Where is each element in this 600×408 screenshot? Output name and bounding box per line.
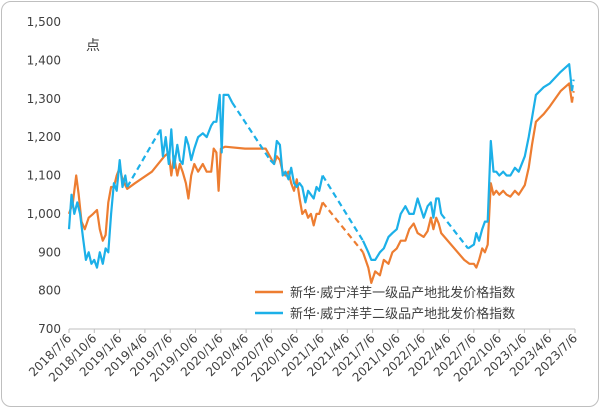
series-2-estimated-segment	[126, 128, 162, 188]
y-tick-label: 800	[38, 284, 61, 298]
y-tick-label: 700	[38, 322, 61, 336]
series-1-line	[361, 82, 574, 284]
y-tick-label: 1,200	[27, 130, 61, 144]
y-tick-label: 1,400	[27, 53, 61, 67]
series-2-line	[159, 93, 234, 169]
y-tick-label: 900	[38, 245, 61, 259]
series-2-estimated-segment	[321, 174, 364, 242]
legend: 新华·威宁洋芋一级品产地批发价格指数 新华·威宁洋芋二级品产地批发价格指数	[255, 285, 515, 322]
x-axis: 2018/7/62018/10/62019/1/62019/4/62019/7/…	[26, 328, 580, 385]
series-2-line	[361, 197, 443, 261]
legend-label-series-1: 新华·威宁洋芋一级品产地批发价格指数	[290, 285, 515, 301]
series-2-estimated-segment	[440, 213, 469, 250]
series-2-line	[269, 139, 324, 204]
y-axis: 700 800 900 1,000 1,100 1,200 1,300 1,400 1,500	[27, 15, 61, 336]
series-2-line	[467, 63, 574, 250]
y-tick-label: 1,300	[27, 92, 61, 106]
y-tick-label: 1,500	[27, 15, 61, 29]
unit-label: 点	[86, 38, 100, 54]
y-tick-label: 1,000	[27, 207, 61, 221]
series-lines	[67, 63, 575, 284]
series-2-estimated-segment	[231, 101, 272, 161]
legend-label-series-2: 新华·威宁洋芋二级品产地批发价格指数	[290, 306, 515, 322]
series-2-line	[67, 159, 129, 269]
y-tick-label: 1,100	[27, 169, 61, 183]
series-1-line	[67, 145, 324, 242]
series-1-estimated-segment	[321, 201, 364, 253]
